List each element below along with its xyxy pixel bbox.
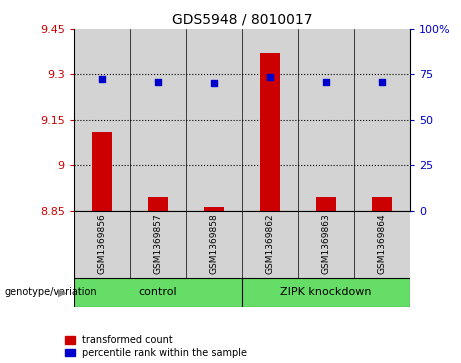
Bar — [130, 211, 186, 278]
Point — [210, 81, 218, 86]
Bar — [186, 211, 242, 278]
Title: GDS5948 / 8010017: GDS5948 / 8010017 — [172, 12, 312, 26]
Text: GSM1369863: GSM1369863 — [322, 214, 331, 274]
Text: control: control — [139, 287, 177, 297]
Text: GSM1369864: GSM1369864 — [378, 214, 387, 274]
Bar — [130, 29, 186, 211]
Bar — [74, 211, 130, 278]
Text: GSM1369857: GSM1369857 — [154, 214, 162, 274]
Point — [266, 74, 274, 80]
Point — [323, 79, 330, 85]
Point — [154, 79, 162, 85]
Text: ZIPK knockdown: ZIPK knockdown — [280, 287, 372, 297]
Bar — [242, 278, 410, 307]
Text: GSM1369856: GSM1369856 — [97, 214, 106, 274]
Bar — [186, 29, 242, 211]
Bar — [92, 132, 112, 211]
Bar — [74, 278, 242, 307]
Text: ▶: ▶ — [59, 287, 67, 297]
Point — [378, 79, 386, 85]
Text: GSM1369862: GSM1369862 — [266, 214, 275, 274]
Bar — [260, 53, 280, 211]
Bar — [242, 29, 298, 211]
Bar — [354, 211, 410, 278]
Bar — [148, 197, 168, 211]
Bar — [372, 197, 392, 211]
Text: GSM1369858: GSM1369858 — [209, 214, 219, 274]
Bar — [204, 207, 224, 211]
Bar — [242, 211, 298, 278]
Bar — [316, 197, 336, 211]
Point — [98, 76, 106, 82]
Text: genotype/variation: genotype/variation — [5, 287, 97, 297]
Bar — [298, 211, 354, 278]
Legend: transformed count, percentile rank within the sample: transformed count, percentile rank withi… — [65, 335, 247, 358]
Bar — [74, 29, 130, 211]
Bar — [354, 29, 410, 211]
Bar — [298, 29, 354, 211]
